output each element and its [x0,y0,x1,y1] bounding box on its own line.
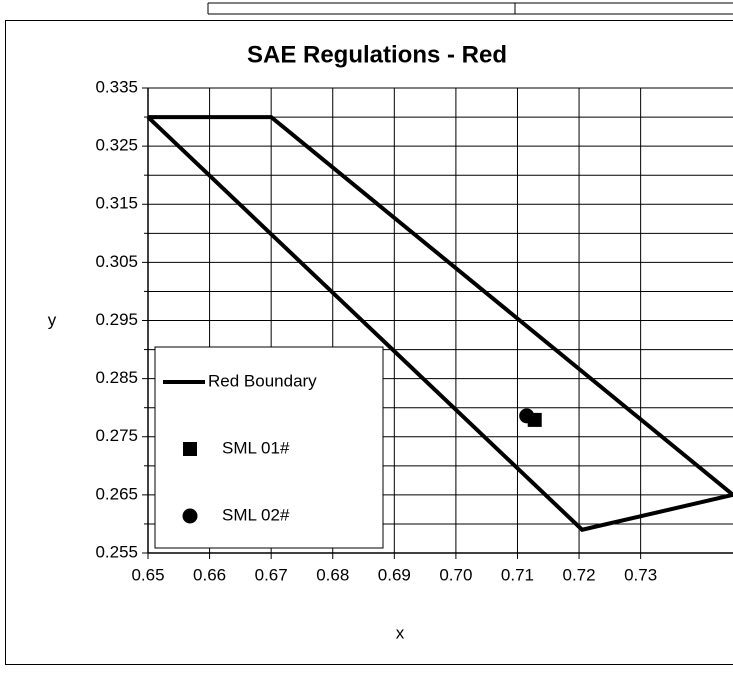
x-tick-label: 0.73 [624,565,657,584]
marker-circle [182,508,198,524]
marker-square [183,442,197,456]
x-axis-label: x [396,623,405,642]
marker-circle [519,408,535,424]
chart-border [5,20,733,665]
y-tick-label: 0.335 [95,77,138,96]
y-tick-label: 0.285 [95,368,138,387]
x-tick-label: 0.65 [131,565,164,584]
x-tick-label: 0.70 [439,565,472,584]
y-tick-label: 0.315 [95,194,138,213]
x-tick-label: 0.72 [563,565,596,584]
y-tick-label: 0.305 [95,252,138,271]
legend-label: SML 02# [222,505,290,524]
legend-label: Red Boundary [208,371,317,390]
x-tick-label: 0.68 [316,565,349,584]
boundary-line [146,115,733,532]
y-tick-label: 0.295 [95,310,138,329]
y-tick-label: 0.275 [95,426,138,445]
x-tick-label: 0.71 [501,565,534,584]
y-tick-label: 0.265 [95,484,138,503]
legend-label: SML 01# [222,438,290,457]
x-tick-label: 0.66 [193,565,226,584]
y-tick-label: 0.325 [95,136,138,155]
chart-title: SAE Regulations - Red [247,41,507,68]
x-tick-label: 0.67 [255,565,288,584]
x-tick-label: 0.69 [378,565,411,584]
y-tick-label: 0.255 [95,542,138,561]
y-axis-label: y [48,310,57,329]
